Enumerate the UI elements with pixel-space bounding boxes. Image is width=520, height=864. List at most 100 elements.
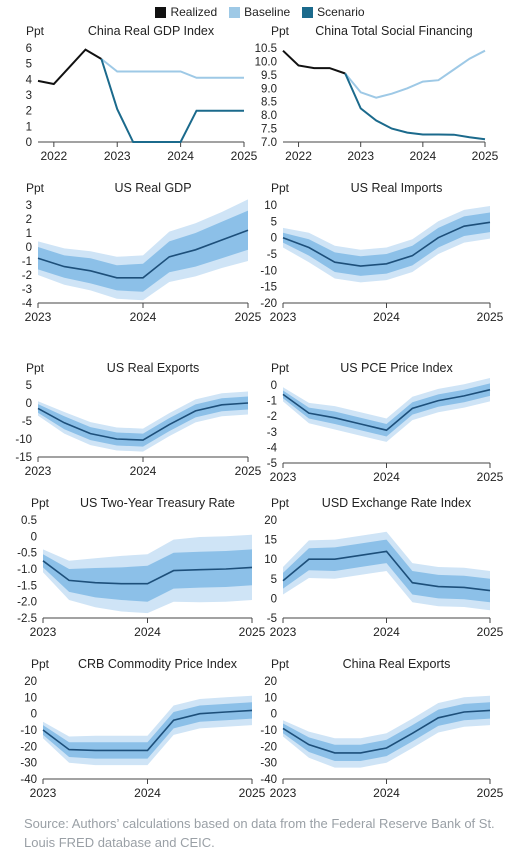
y-tick-label: -1.5	[17, 580, 37, 592]
x-tick-label: 2025	[235, 310, 262, 324]
x-tick-label: 2024	[373, 625, 400, 639]
y-tick-label: 2	[26, 214, 32, 226]
y-tick-label: -5	[267, 458, 277, 470]
y-tick-label: -2	[267, 411, 277, 423]
y-tick-label: -0.5	[17, 548, 37, 560]
y-axis-unit-label: Ppt	[271, 361, 290, 375]
inner-confidence-band	[43, 549, 252, 602]
y-axis-unit-label: Ppt	[26, 361, 45, 375]
central-forecast-line	[37, 402, 249, 441]
y-tick-label: -20	[260, 741, 277, 753]
inner-confidence-band	[283, 383, 490, 437]
chart-panel-10: China Real ExportsPpt20100-10-20-30-4020…	[260, 657, 503, 800]
y-tick-label: -20	[260, 298, 277, 310]
legend-label-baseline: Baseline	[244, 5, 291, 19]
x-tick-label: 2025	[477, 310, 504, 324]
chart-panel-9: CRB Commodity Price Index Ppt 20 10 0 -10 -20 -…	[20, 657, 265, 800]
x-tick-label: 2024	[373, 310, 400, 324]
y-tick-label: -4	[267, 442, 278, 454]
inner-confidence-band	[38, 396, 248, 447]
y-tick-label: -10	[260, 265, 277, 277]
y-axis-unit-label: Ppt	[31, 496, 50, 510]
series-line-realized	[282, 49, 346, 75]
y-tick-label: 0	[26, 242, 32, 254]
y-tick-label: -15	[15, 452, 32, 464]
central-forecast-line	[42, 709, 253, 752]
y-tick-label: -5	[267, 249, 277, 261]
y-tick-label: 7.5	[261, 124, 277, 136]
x-tick-label: 2023	[25, 310, 52, 324]
y-tick-label: 5	[271, 574, 277, 586]
y-tick-label: 3	[26, 90, 32, 102]
x-tick-label: 2023	[30, 786, 57, 800]
x-tick-label: 2025	[235, 464, 262, 478]
y-tick-label: -5	[22, 416, 32, 428]
y-tick-label: 9.0	[261, 83, 277, 95]
x-tick-label: 2025	[477, 470, 504, 484]
y-tick-label: -1	[267, 396, 277, 408]
x-tick-label: 2024	[373, 786, 400, 800]
x-tick-label: 2023	[347, 149, 374, 163]
y-tick-label: -10	[260, 725, 277, 737]
y-tick-label: 1	[26, 228, 32, 240]
central-forecast-line	[282, 221, 491, 267]
chart-legend: Realized Baseline Scenario	[0, 2, 520, 22]
x-tick-label: 2025	[239, 625, 266, 639]
y-tick-label: -3	[22, 284, 32, 296]
x-tick-label: 2024	[130, 464, 157, 478]
y-tick-label: -1	[22, 256, 32, 268]
series-line-baseline	[100, 58, 244, 79]
chart-title: CRB Commodity Price Index	[78, 657, 238, 671]
y-tick-label: 0	[271, 709, 277, 721]
y-tick-label: 0	[26, 137, 32, 149]
inner-confidence-band	[283, 702, 490, 761]
y-axis-unit-label: Ppt	[31, 657, 50, 671]
y-tick-label: 15	[264, 535, 277, 547]
chart-panel-7: US Two-Year Treasury Rate Ppt 0.5 0 -0.5 -1.0…	[17, 496, 265, 639]
y-tick-label: -20	[20, 741, 37, 753]
series-line-baseline	[344, 49, 486, 99]
legend-label-scenario: Scenario	[317, 5, 365, 19]
y-tick-label: -40	[260, 774, 277, 786]
chart-title: US Two-Year Treasury Rate	[80, 496, 235, 510]
series-line-realized	[37, 48, 102, 86]
y-tick-label: -40	[20, 774, 37, 786]
chart-panel-2: China Total Social Financing Ppt 10.510.0 9…	[255, 24, 499, 163]
central-forecast-line	[282, 388, 491, 432]
y-tick-label: 1	[26, 121, 32, 133]
y-tick-label: -2.5	[17, 613, 37, 625]
y-tick-label: 10	[264, 554, 277, 566]
legend-item-scenario: Scenario	[302, 5, 365, 19]
chart-title: US Real Exports	[107, 361, 199, 375]
chart-title: US PCE Price Index	[340, 361, 453, 375]
y-tick-label: 5	[26, 380, 32, 392]
x-tick-label: 2025	[239, 786, 266, 800]
x-tick-label: 2024	[373, 470, 400, 484]
y-axis-unit-label: Ppt	[271, 181, 290, 195]
y-axis-unit-label: Ppt	[271, 657, 290, 671]
outer-confidence-band	[283, 378, 490, 442]
y-tick-label: 9.5	[261, 70, 277, 82]
y-tick-label: -5	[267, 613, 277, 625]
chart-panel-1: China Real GDP Index Ppt 6 5 4 3 2 1 0 2022 2023 20…	[26, 24, 258, 163]
x-tick-label: 2023	[25, 464, 52, 478]
x-tick-label: 2024	[130, 310, 157, 324]
legend-item-baseline: Baseline	[229, 5, 290, 19]
legend-item-realized: Realized	[155, 5, 217, 19]
legend-label-realized: Realized	[170, 5, 218, 19]
y-tick-label: -2	[22, 270, 32, 282]
central-forecast-line	[282, 709, 491, 754]
y-axis-unit-label: Ppt	[26, 181, 45, 195]
y-tick-label: 0	[31, 709, 37, 721]
y-tick-label: 8.0	[261, 110, 277, 122]
x-tick-label: 2023	[270, 786, 297, 800]
legend-swatch-realized	[155, 6, 167, 18]
y-tick-label: 20	[264, 676, 277, 688]
y-tick-label: 0	[26, 398, 32, 410]
y-tick-label: 4	[26, 74, 33, 86]
x-tick-label: 2022	[40, 149, 67, 163]
y-tick-label: 0	[271, 380, 277, 392]
y-tick-label: -30	[260, 758, 277, 770]
